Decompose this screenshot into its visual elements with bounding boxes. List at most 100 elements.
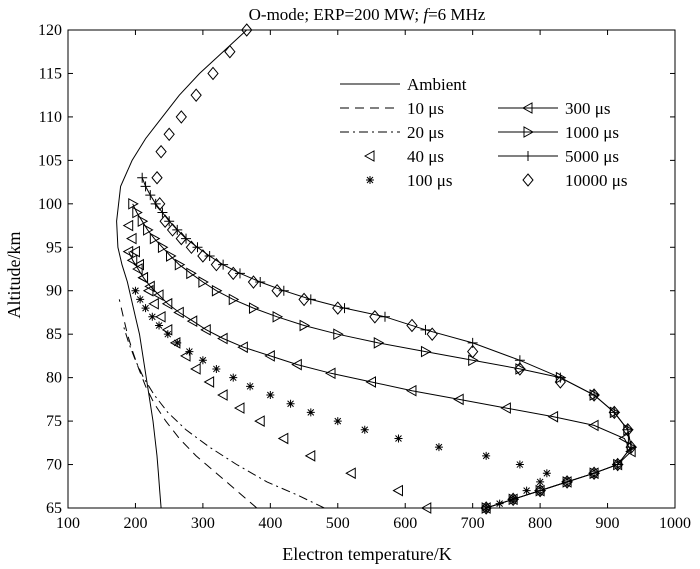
series-8-point — [155, 144, 167, 159]
series-7-point — [157, 207, 168, 218]
series-8-point — [588, 466, 600, 481]
series-6-point — [272, 310, 284, 323]
series-7-point — [612, 459, 623, 470]
series-3-point — [392, 484, 403, 497]
series-8-point — [426, 327, 438, 341]
series-7-point — [379, 311, 390, 322]
series-6-point — [149, 232, 161, 245]
series-7-point — [535, 485, 546, 496]
y-axis-label: Altitude/km — [4, 232, 24, 319]
series-4-point — [360, 425, 369, 434]
series-7-point — [508, 494, 519, 505]
legend-marker-8 — [522, 173, 534, 187]
series-4-point — [173, 338, 182, 347]
x-tick-label: 300 — [191, 515, 215, 532]
series-7-point — [626, 442, 637, 453]
series-7-point — [609, 407, 620, 418]
series-7-point — [589, 390, 600, 401]
series-5-line — [128, 251, 632, 509]
y-tick-label: 105 — [38, 152, 62, 169]
series-8-point — [622, 423, 634, 437]
series-5-point — [405, 384, 417, 397]
x-tick-label: 1000 — [659, 515, 691, 532]
series-5-point — [547, 410, 559, 423]
series-5-point — [500, 402, 511, 414]
series-8-point — [190, 88, 202, 102]
series-7-point — [278, 285, 289, 296]
series-4-point — [394, 434, 403, 443]
series-2-line — [122, 325, 325, 509]
series-3-point — [420, 502, 432, 514]
series-8-point — [534, 483, 546, 498]
series-5-point — [132, 263, 143, 275]
plot-area: 100 200 300 400 500 600 700 800 900 1000 65 70 75 80 8… — [38, 22, 691, 532]
series-4-point — [163, 330, 172, 339]
y-tick-label: 110 — [39, 109, 62, 126]
series-8-point — [166, 223, 179, 237]
series-7-point — [589, 468, 600, 479]
x-tick-label: 200 — [123, 515, 147, 532]
series-3-point — [122, 219, 134, 232]
legend-marker-6 — [523, 126, 535, 138]
series-7-point — [150, 198, 161, 209]
series-5-point — [186, 315, 198, 327]
series-5-point — [217, 332, 228, 345]
series-6-point — [228, 293, 240, 306]
series-3-point — [129, 245, 140, 258]
y-tick-label: 80 — [46, 370, 62, 387]
series-4-point — [198, 356, 207, 365]
series-8-point — [332, 301, 344, 315]
series-3-point — [148, 297, 159, 310]
series-7-point — [140, 181, 151, 192]
series-7-point — [481, 503, 492, 513]
series-6-line — [132, 203, 632, 509]
series-7-point — [467, 337, 478, 348]
series-7-point — [555, 372, 566, 383]
series-8-point — [514, 362, 526, 376]
series-5-point — [291, 358, 302, 371]
series-8-point — [625, 440, 637, 454]
series-8-point — [247, 275, 260, 289]
series-8-point — [151, 170, 163, 185]
series-5-point — [365, 376, 376, 388]
series-6-point — [143, 224, 154, 236]
legend-label-4: 100 μs — [407, 171, 452, 190]
series-4-point — [536, 477, 545, 486]
series-4-point — [212, 364, 221, 373]
series-5-point — [126, 254, 138, 267]
series-8-point — [588, 388, 600, 402]
series-8-point — [561, 475, 573, 489]
series-4-point — [482, 451, 491, 460]
legend-marker-5 — [521, 102, 533, 114]
series-7-point — [204, 250, 215, 261]
y-tick-label: 95 — [46, 239, 62, 256]
series-4-point — [286, 399, 295, 408]
series-8-point — [210, 257, 223, 272]
series-8-point — [467, 344, 479, 359]
series-7-point — [339, 303, 350, 314]
x-tick-label: 100 — [56, 515, 80, 532]
legend-label-3: 40 μs — [407, 147, 444, 166]
series-4-point — [306, 408, 315, 417]
series-8-point — [369, 310, 381, 324]
legend-label-0: Ambient — [407, 75, 467, 94]
series-5-point — [237, 341, 248, 354]
series-7-point — [234, 268, 245, 279]
series-8-point — [159, 214, 171, 228]
legend-label-5: 300 μs — [565, 99, 610, 118]
series-8-point — [554, 375, 566, 389]
series-5-point — [618, 432, 629, 445]
series-3-point — [254, 415, 265, 427]
series-6-point — [333, 328, 344, 341]
series-8-point — [241, 23, 253, 37]
series-4-point — [136, 295, 145, 304]
series-6-point — [248, 302, 260, 314]
x-tick-label: 700 — [461, 515, 485, 532]
series-5-point — [325, 367, 336, 380]
y-tick-label: 100 — [38, 196, 62, 213]
legend-label-1: 10 μs — [407, 99, 444, 118]
series-4-point — [542, 469, 551, 478]
series-6-point — [174, 258, 186, 271]
series-4-point — [155, 321, 164, 330]
legend-marker-7 — [523, 151, 533, 161]
